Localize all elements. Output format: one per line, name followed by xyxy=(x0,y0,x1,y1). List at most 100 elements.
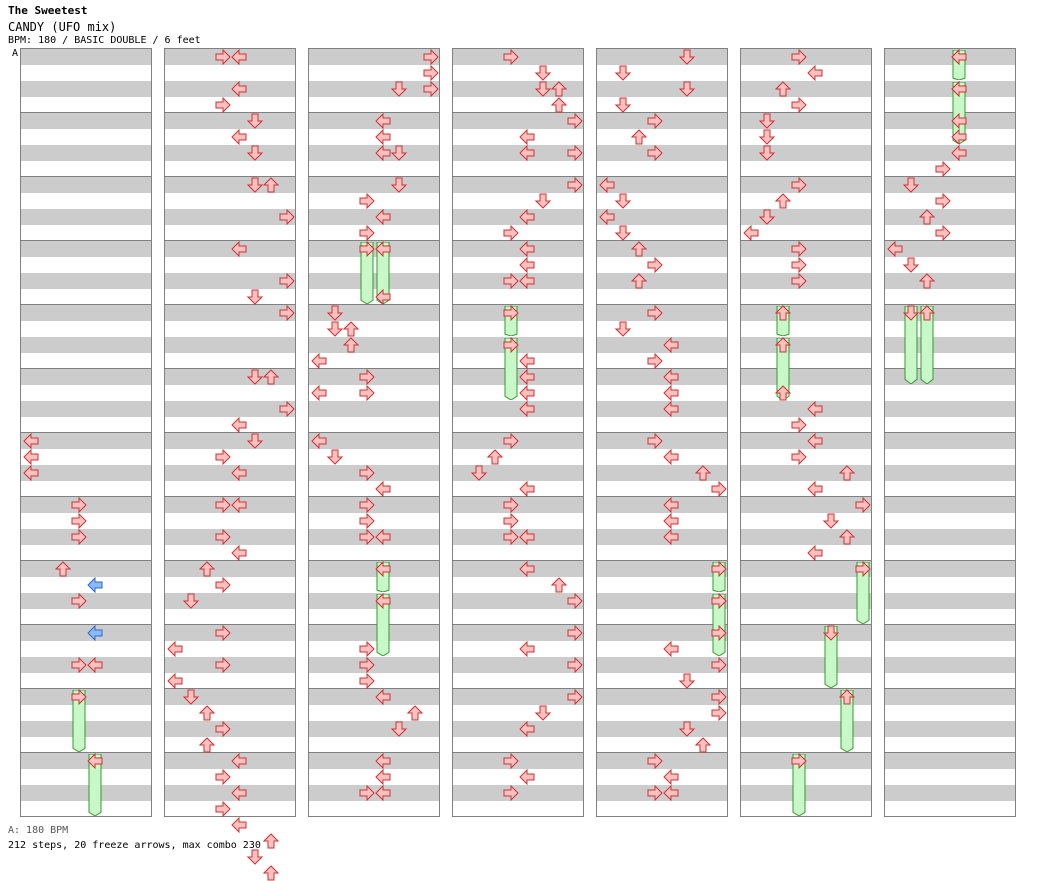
arrow-right-icon xyxy=(503,497,519,513)
arrow-left-icon xyxy=(519,561,535,577)
arrow-left-icon xyxy=(375,209,391,225)
arrow-left-icon xyxy=(663,401,679,417)
arrow-left-icon xyxy=(519,353,535,369)
freeze-head-up-icon xyxy=(839,689,855,705)
measure-line xyxy=(885,176,1015,177)
arrow-down-icon xyxy=(823,513,839,529)
arrow-left-icon xyxy=(231,241,247,257)
arrow-left-icon xyxy=(375,145,391,161)
measure-line xyxy=(885,752,1015,753)
arrow-right-icon xyxy=(503,225,519,241)
arrow-down-icon xyxy=(759,145,775,161)
arrow-left-icon xyxy=(519,273,535,289)
measure-line xyxy=(741,304,871,305)
arrow-left-icon xyxy=(807,401,823,417)
arrow-right-icon xyxy=(935,161,951,177)
arrow-right-icon xyxy=(791,49,807,65)
arrow-up-icon xyxy=(551,97,567,113)
measure-line xyxy=(165,496,295,497)
arrow-up-icon xyxy=(839,529,855,545)
arrow-right-icon xyxy=(279,401,295,417)
arrow-up-icon xyxy=(919,273,935,289)
arrow-up-icon xyxy=(263,177,279,193)
measure-line xyxy=(21,304,151,305)
measure-line xyxy=(453,304,583,305)
arrow-left-icon xyxy=(519,529,535,545)
arrow-left-icon xyxy=(951,113,967,129)
arrow-right-icon xyxy=(791,97,807,113)
arrow-right-icon xyxy=(567,689,583,705)
arrow-right-icon xyxy=(647,753,663,769)
measure-line xyxy=(165,752,295,753)
arrow-left-icon xyxy=(663,769,679,785)
arrow-right-icon xyxy=(791,177,807,193)
arrow-right-icon xyxy=(791,449,807,465)
freeze-head-right-icon xyxy=(503,337,519,353)
measure-line xyxy=(597,560,727,561)
arrow-up-icon xyxy=(631,273,647,289)
measure-line xyxy=(309,304,439,305)
arrow-right-icon xyxy=(423,65,439,81)
arrow-left-icon xyxy=(519,257,535,273)
arrow-left-icon xyxy=(663,337,679,353)
arrow-left-icon xyxy=(375,481,391,497)
measure-line xyxy=(165,624,295,625)
arrow-down-icon xyxy=(759,129,775,145)
freeze-arrow-R1 xyxy=(792,754,806,816)
freeze-head-right-icon xyxy=(791,753,807,769)
arrow-left-icon xyxy=(231,417,247,433)
arrow-right-icon xyxy=(711,657,727,673)
arrow-left-icon xyxy=(663,529,679,545)
freeze-arrow-R2 xyxy=(712,594,726,656)
arrow-right-icon xyxy=(647,145,663,161)
arrow-up-icon xyxy=(263,369,279,385)
arrow-down-icon xyxy=(535,193,551,209)
freeze-arrow-D1 xyxy=(904,306,918,384)
arrow-down-icon xyxy=(759,209,775,225)
chart-column xyxy=(596,48,728,817)
measure-line xyxy=(309,496,439,497)
arrow-right-icon xyxy=(503,433,519,449)
arrow-up-icon xyxy=(199,737,215,753)
arrow-left-icon xyxy=(375,769,391,785)
measure-line xyxy=(741,752,871,753)
measure-line xyxy=(21,112,151,113)
arrow-right-icon xyxy=(935,193,951,209)
measure-line xyxy=(453,624,583,625)
song-title: The Sweetest xyxy=(8,4,88,17)
arrow-right-icon xyxy=(359,529,375,545)
measure-line xyxy=(885,240,1015,241)
measure-line xyxy=(885,688,1015,689)
arrow-up-icon xyxy=(775,385,791,401)
freeze-head-left-icon xyxy=(375,593,391,609)
measure-line xyxy=(309,688,439,689)
arrow-down-icon xyxy=(391,145,407,161)
freeze-head-down-icon xyxy=(903,305,919,321)
arrow-down-icon xyxy=(903,177,919,193)
arrow-up-icon xyxy=(775,193,791,209)
arrow-right-icon xyxy=(647,113,663,129)
arrow-left-icon xyxy=(519,241,535,257)
freeze-head-left-icon xyxy=(375,241,391,257)
measure-line xyxy=(21,624,151,625)
arrow-right-icon xyxy=(647,305,663,321)
arrow-right-icon xyxy=(359,657,375,673)
measure-line xyxy=(165,112,295,113)
measure-line xyxy=(309,176,439,177)
arrow-right-icon xyxy=(215,97,231,113)
arrow-left-icon xyxy=(663,785,679,801)
arrow-right-icon xyxy=(71,593,87,609)
arrow-left-icon xyxy=(23,465,39,481)
measure-line xyxy=(885,112,1015,113)
arrow-right-icon xyxy=(567,657,583,673)
arrow-left-icon xyxy=(375,785,391,801)
measure-line xyxy=(453,240,583,241)
arrow-left-icon xyxy=(663,641,679,657)
arrow-right-icon xyxy=(423,49,439,65)
arrow-left-icon xyxy=(663,449,679,465)
arrow-left-icon xyxy=(231,785,247,801)
arrow-left-icon xyxy=(23,449,39,465)
arrow-down-icon xyxy=(615,97,631,113)
measure-line xyxy=(453,368,583,369)
measure-line xyxy=(597,624,727,625)
